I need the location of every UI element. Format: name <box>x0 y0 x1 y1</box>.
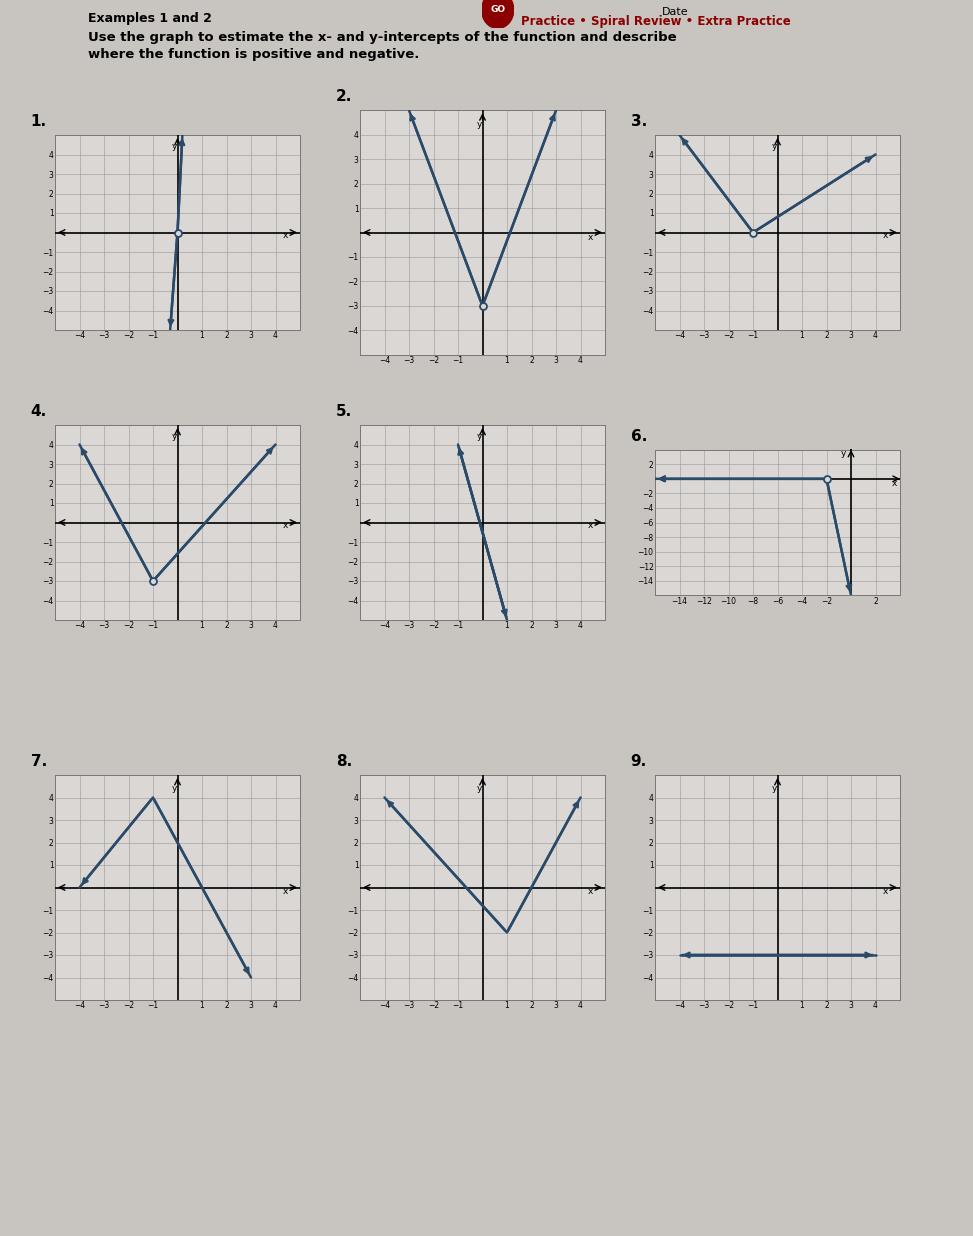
Text: y: y <box>477 120 482 130</box>
Text: Date: Date <box>662 6 688 17</box>
Text: x: x <box>588 887 593 896</box>
Text: x: x <box>883 887 888 896</box>
Text: Use the graph to estimate the x- and y-intercepts of the function and describe
w: Use the graph to estimate the x- and y-i… <box>88 31 676 61</box>
Text: y: y <box>171 142 177 151</box>
Text: 8.: 8. <box>336 754 352 769</box>
Text: 9.: 9. <box>631 754 647 769</box>
Text: 6.: 6. <box>631 429 647 444</box>
Text: 7.: 7. <box>31 754 47 769</box>
Text: GO: GO <box>490 5 505 15</box>
Text: y: y <box>171 784 177 794</box>
Text: 4.: 4. <box>31 404 47 419</box>
Text: x: x <box>282 522 288 530</box>
Text: y: y <box>772 784 776 794</box>
Text: x: x <box>883 231 888 240</box>
Text: Examples 1 and 2: Examples 1 and 2 <box>88 12 211 26</box>
Text: x: x <box>588 522 593 530</box>
Text: Practice • Spiral Review • Extra Practice: Practice • Spiral Review • Extra Practic… <box>521 15 790 28</box>
Text: 1.: 1. <box>31 114 47 129</box>
Text: x: x <box>282 887 288 896</box>
Text: y: y <box>842 449 847 457</box>
Text: x: x <box>282 231 288 240</box>
Text: y: y <box>477 433 482 441</box>
Text: x: x <box>588 234 593 242</box>
Text: y: y <box>772 142 776 151</box>
Text: 3.: 3. <box>631 114 647 129</box>
Text: y: y <box>477 784 482 794</box>
Circle shape <box>482 0 514 28</box>
Text: y: y <box>171 433 177 441</box>
Text: x: x <box>891 480 897 488</box>
Text: 2.: 2. <box>336 89 352 104</box>
Text: 5.: 5. <box>336 404 352 419</box>
